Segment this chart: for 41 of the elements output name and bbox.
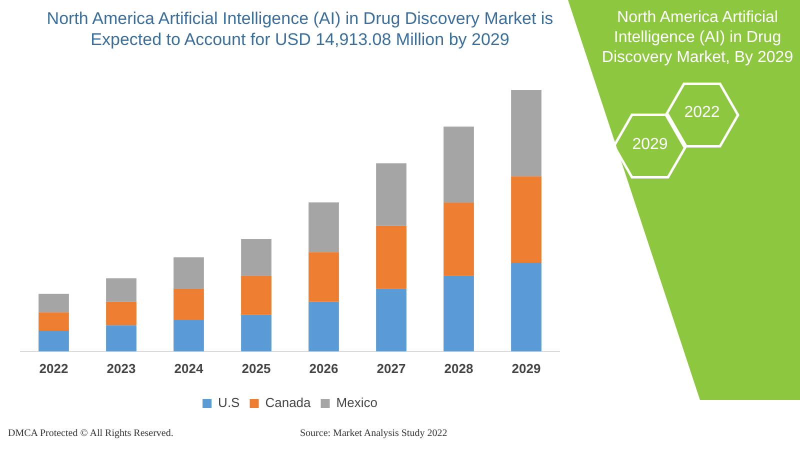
- bar: [38, 330, 69, 352]
- bar: [308, 202, 339, 252]
- bar: [174, 320, 204, 352]
- bar: [376, 163, 406, 226]
- source-note: Source: Market Analysis Study 2022: [300, 428, 448, 439]
- bar: [106, 278, 136, 302]
- bar: [174, 288, 204, 320]
- bar: [106, 302, 136, 326]
- text: 2022: [683, 104, 721, 122]
- x-tick-label: 2022: [39, 360, 68, 376]
- bar: [241, 314, 272, 352]
- bar: [376, 288, 406, 352]
- bar: [444, 276, 474, 352]
- bar: [38, 312, 69, 330]
- bar: [511, 176, 542, 263]
- x-tick-label: 2028: [444, 360, 474, 376]
- bar: [444, 126, 474, 202]
- x-tick-label: 2026: [309, 360, 338, 376]
- bar: [444, 202, 474, 276]
- x-tick-label: 2029: [512, 360, 541, 376]
- x-tick-label: 2027: [376, 360, 406, 376]
- bar: [174, 257, 204, 289]
- text: 2029: [631, 136, 669, 154]
- bar: [308, 302, 339, 352]
- chart-title: North America Artificial Intelligence (AI) in Drug Discovery Market is Expected to Account for USD 14,913.08 Million by 2029: [46, 8, 554, 50]
- bar: [308, 252, 339, 302]
- bar: [376, 226, 406, 289]
- bar: [241, 239, 272, 276]
- x-tick-label: 2024: [174, 360, 204, 376]
- legend-label: Canada: [265, 395, 312, 410]
- legend-label: Mexico: [336, 395, 378, 410]
- bar: [38, 294, 69, 312]
- text: North America Artificial Intelligence (AI) in Drug Discovery Market, By 2029: [600, 8, 794, 68]
- text: DMCA Protected © All Rights Reserved.: [8, 428, 174, 439]
- bar: [241, 276, 272, 315]
- bar: [511, 90, 542, 176]
- x-tick-label: 2023: [106, 360, 136, 376]
- bar: [106, 325, 136, 352]
- x-tick-label: 2025: [242, 360, 271, 376]
- bar: [511, 262, 542, 352]
- legend-label: U.S: [218, 395, 240, 410]
